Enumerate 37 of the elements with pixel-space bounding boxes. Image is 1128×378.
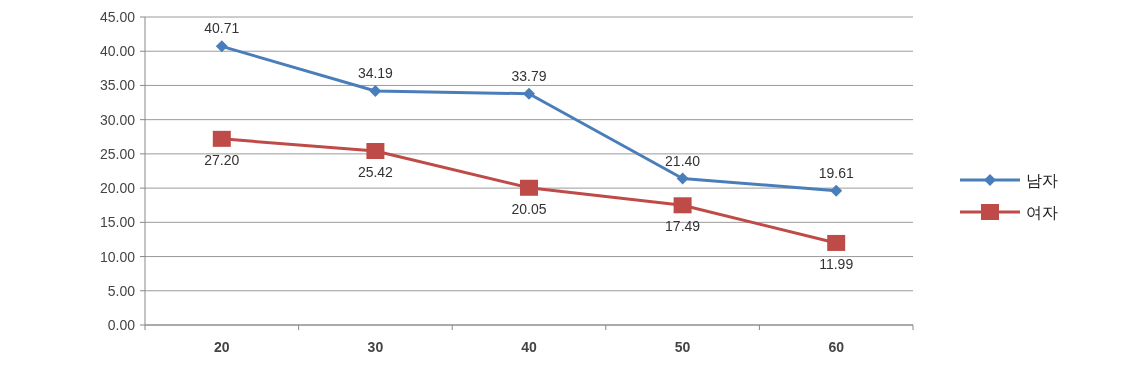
data-label: 33.79	[511, 67, 547, 84]
data-label: 34.19	[357, 64, 394, 81]
x-tick-label: 50	[674, 339, 691, 355]
point	[523, 87, 535, 100]
data-label: 17.49	[665, 218, 701, 235]
x-tick-label: 20	[214, 339, 230, 355]
y-tick-label: 40.00	[99, 43, 136, 60]
y-tick-label: 25.00	[99, 145, 136, 162]
point	[369, 84, 382, 97]
y-tick-label: 30.00	[99, 111, 136, 128]
data-label: 19.61	[818, 164, 854, 181]
y-tick-label: 5.00	[107, 282, 136, 299]
data-label: 20.05	[511, 200, 547, 217]
y-tick-label: 10.00	[99, 248, 136, 265]
y-tick-label: 0.00	[107, 317, 136, 333]
point	[830, 184, 843, 197]
point	[676, 172, 689, 185]
x-tick-label: 60	[828, 339, 845, 355]
legend-label: 남자	[1026, 172, 1058, 189]
y-tick-label: 15.00	[99, 214, 136, 231]
y-tick-label: 35.00	[99, 77, 136, 94]
legend-label: 여자	[1026, 204, 1058, 221]
x-tick-label: 40	[521, 339, 537, 355]
y-tick-label: 45.00	[99, 9, 136, 25]
data-label: 21.40	[665, 152, 701, 169]
point	[520, 179, 538, 196]
data-label: 11.99	[819, 255, 854, 272]
point	[212, 130, 231, 147]
point	[827, 234, 846, 251]
data-label: 27.20	[204, 151, 240, 168]
point	[215, 40, 228, 53]
data-label: 25.42	[357, 164, 394, 181]
y-tick-label: 20.00	[99, 180, 136, 197]
point	[673, 197, 692, 214]
point	[366, 143, 385, 160]
data-label: 40.71	[204, 20, 240, 37]
x-tick-label: 30	[367, 339, 384, 355]
